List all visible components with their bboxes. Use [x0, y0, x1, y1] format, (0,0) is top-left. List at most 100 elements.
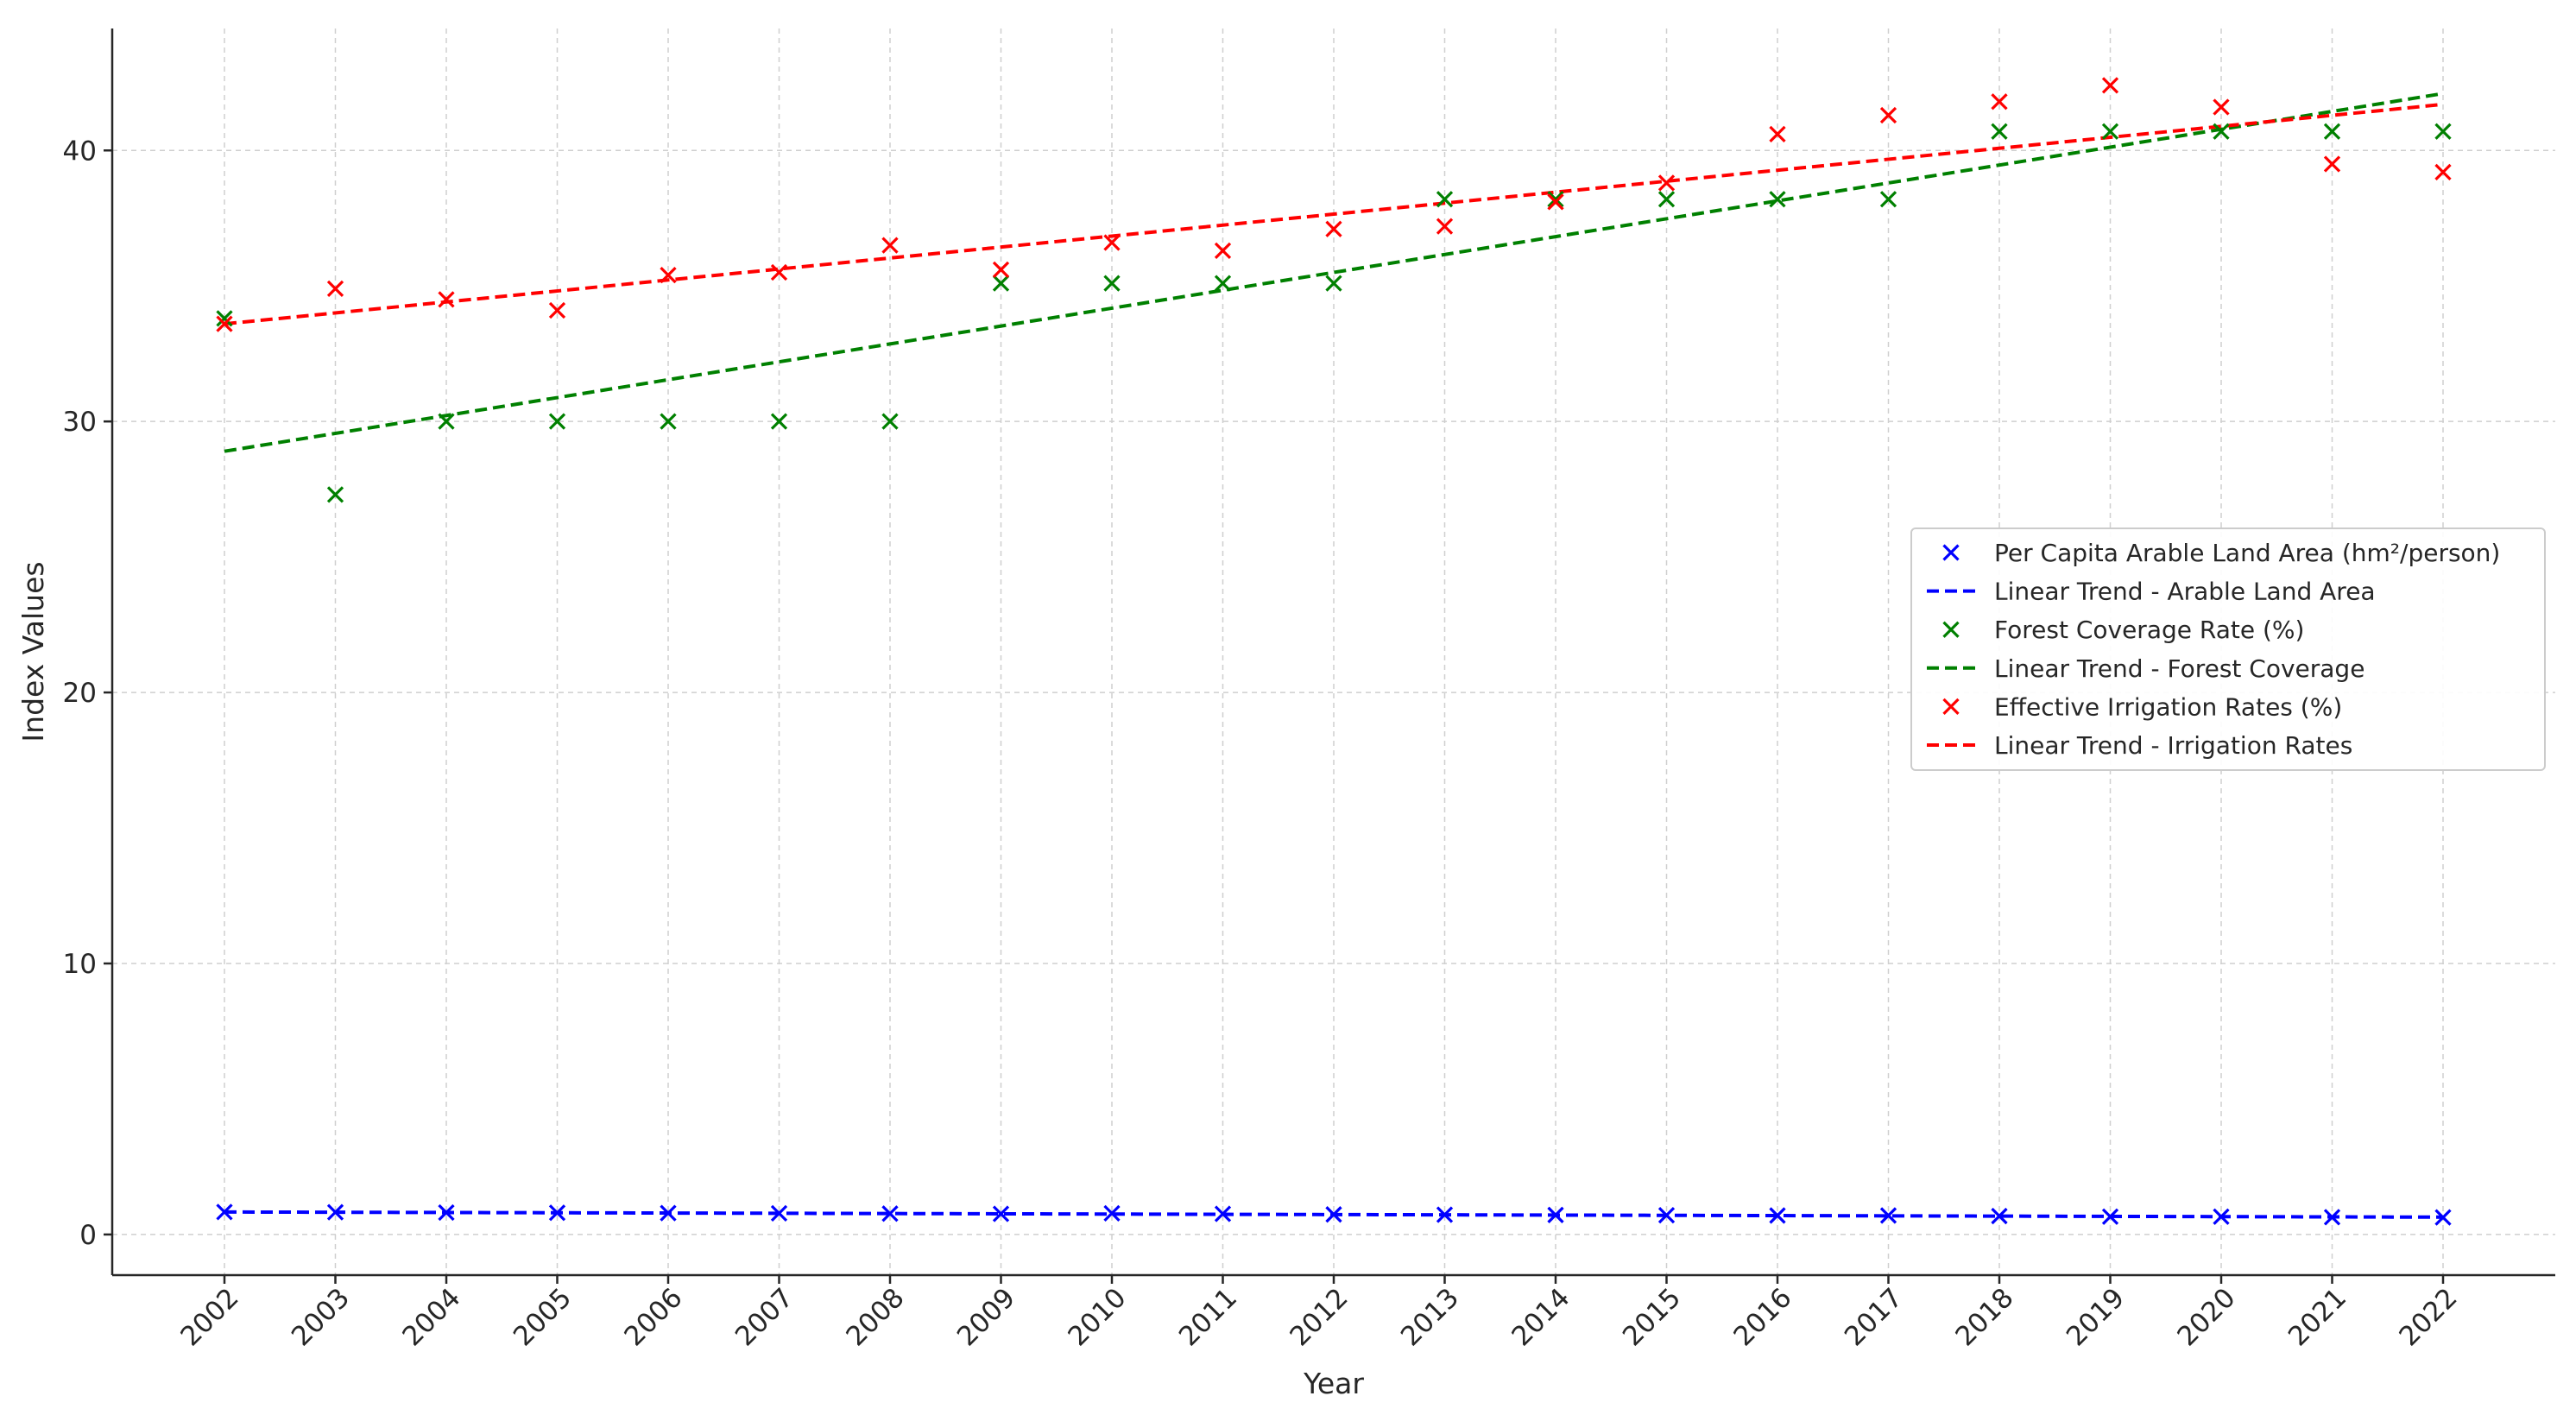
data-point-marker — [216, 315, 233, 332]
data-point-marker — [1325, 220, 1342, 237]
data-point-marker — [992, 1205, 1010, 1222]
y-axis-label: Index Values — [16, 561, 50, 742]
data-point-marker — [1325, 1206, 1342, 1223]
data-point-marker — [438, 413, 455, 430]
data-point-marker — [1325, 275, 1342, 292]
data-point-marker — [1436, 218, 1454, 235]
data-point-marker — [1769, 191, 1786, 208]
data-point-marker — [770, 1204, 788, 1222]
data-point-marker — [1879, 1207, 1897, 1224]
x-tick-label: 2022 — [2393, 1282, 2463, 1352]
data-point-marker — [1103, 1204, 1121, 1222]
data-point-marker — [1103, 234, 1121, 251]
data-markers — [216, 77, 2452, 1226]
data-point-marker — [2434, 1209, 2452, 1226]
legend-frame — [1910, 527, 2546, 771]
x-tick-label: 2021 — [2282, 1282, 2352, 1352]
legend-entry-label: Linear Trend - Irrigation Rates — [1994, 731, 2352, 760]
trend-line — [224, 102, 2444, 326]
x-axis-label: Year — [1303, 1367, 1364, 1400]
grid — [112, 28, 2555, 1275]
x-tick-label: 2002 — [174, 1282, 244, 1352]
x-tick-label: 2007 — [729, 1282, 799, 1352]
data-point-marker — [548, 301, 566, 319]
data-point-marker — [1214, 242, 1232, 260]
x-tick-label: 2012 — [1284, 1282, 1354, 1352]
legend-entry-label: Linear Trend - Arable Land Area — [1994, 578, 2376, 606]
data-point-marker — [1214, 275, 1232, 292]
x-tick-label: 2003 — [286, 1282, 356, 1352]
scatter-series — [216, 1203, 2452, 1226]
x-tick-label: 2011 — [1173, 1282, 1243, 1352]
data-point-marker — [326, 280, 344, 297]
x-tick-label: 2015 — [1617, 1282, 1687, 1352]
data-point-marker — [992, 261, 1010, 279]
legend-marker-swatch — [1942, 544, 1960, 561]
x-tick-label: 2005 — [508, 1282, 578, 1352]
data-point-marker — [216, 310, 233, 327]
data-point-marker — [1547, 191, 1564, 208]
data-point-marker — [548, 413, 566, 430]
data-point-marker — [548, 1204, 566, 1222]
y-tick-label: 40 — [63, 136, 97, 167]
x-tick-label: 2014 — [1506, 1282, 1575, 1352]
data-point-marker — [216, 1203, 233, 1221]
data-point-marker — [881, 237, 899, 254]
legend-marker-swatch — [1942, 621, 1960, 638]
y-tick-label: 30 — [63, 407, 97, 438]
data-point-marker — [1879, 191, 1897, 208]
data-point-marker — [660, 267, 677, 284]
data-point-marker — [1769, 1207, 1786, 1224]
data-point-marker — [770, 413, 788, 430]
x-tick-label: 2020 — [2171, 1282, 2241, 1352]
data-point-marker — [1879, 106, 1897, 124]
data-point-marker — [2101, 1208, 2119, 1225]
legend-entry-label: Effective Irrigation Rates (%) — [1994, 692, 2342, 721]
data-point-marker — [1103, 275, 1121, 292]
y-tick-label: 0 — [79, 1220, 97, 1251]
x-tick-label: 2018 — [1949, 1282, 2019, 1352]
data-point-marker — [1547, 1206, 1564, 1223]
trend-line — [224, 92, 2444, 453]
data-point-marker — [2323, 1209, 2341, 1226]
x-tick-label: 2016 — [1727, 1282, 1797, 1352]
data-point-marker — [992, 275, 1010, 292]
data-point-marker — [1436, 191, 1454, 208]
data-point-marker — [326, 1203, 344, 1221]
data-point-marker — [881, 413, 899, 430]
scatter-series — [216, 77, 2452, 332]
data-point-marker — [1657, 191, 1676, 208]
data-point-marker — [770, 263, 788, 281]
data-point-marker — [2434, 123, 2452, 140]
data-point-marker — [326, 486, 344, 503]
data-point-marker — [438, 1203, 455, 1222]
data-point-marker — [2213, 1208, 2230, 1225]
data-point-marker — [660, 413, 677, 430]
data-point-marker — [2323, 155, 2341, 173]
data-point-marker — [2101, 123, 2119, 140]
data-point-marker — [2323, 123, 2341, 140]
data-point-marker — [1436, 1206, 1454, 1223]
data-point-marker — [1991, 123, 2008, 140]
data-point-marker — [660, 1204, 677, 1222]
data-point-marker — [1547, 193, 1564, 211]
x-tick-label: 2019 — [2061, 1282, 2131, 1352]
data-point-marker — [2101, 77, 2119, 94]
y-tick-label: 10 — [63, 949, 97, 980]
x-tick-label: 2009 — [951, 1282, 1021, 1352]
legend-entry-label: Forest Coverage Rate (%) — [1994, 616, 2304, 644]
x-tick-label: 2017 — [1839, 1282, 1909, 1352]
data-point-marker — [2213, 98, 2230, 116]
data-point-marker — [1214, 1205, 1232, 1222]
data-point-marker — [1991, 93, 2008, 111]
data-point-marker — [438, 291, 455, 308]
x-tick-label: 2004 — [396, 1282, 466, 1352]
legend-entry-label: Linear Trend - Forest Coverage — [1994, 654, 2364, 683]
y-tick-label: 20 — [63, 678, 97, 709]
data-point-marker — [2213, 123, 2230, 140]
x-tick-label: 2013 — [1395, 1282, 1465, 1352]
data-point-marker — [1657, 174, 1676, 192]
data-point-marker — [1991, 1207, 2008, 1225]
x-tick-label: 2010 — [1062, 1282, 1132, 1352]
